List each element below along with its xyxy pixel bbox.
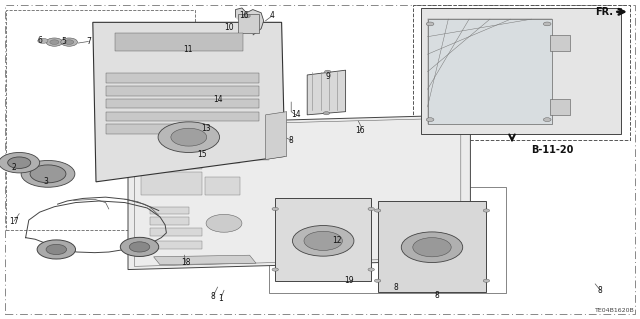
Polygon shape bbox=[93, 22, 285, 182]
Circle shape bbox=[30, 165, 66, 183]
Polygon shape bbox=[378, 201, 486, 292]
Circle shape bbox=[324, 70, 331, 73]
Bar bbox=[205, 177, 240, 195]
Text: 9: 9 bbox=[325, 72, 330, 81]
Bar bbox=[106, 99, 259, 108]
Circle shape bbox=[243, 14, 250, 18]
Bar bbox=[550, 35, 570, 51]
Bar bbox=[141, 172, 202, 195]
Polygon shape bbox=[128, 115, 470, 270]
Bar bbox=[413, 5, 630, 140]
Polygon shape bbox=[236, 8, 264, 35]
Circle shape bbox=[543, 118, 551, 122]
Circle shape bbox=[426, 22, 434, 26]
Text: 3: 3 bbox=[44, 177, 49, 186]
Text: 15: 15 bbox=[196, 150, 207, 159]
Circle shape bbox=[374, 209, 381, 212]
Circle shape bbox=[120, 237, 159, 256]
Text: 13: 13 bbox=[201, 124, 211, 133]
Circle shape bbox=[171, 128, 207, 146]
Bar bbox=[106, 112, 259, 121]
Bar bbox=[6, 10, 195, 230]
Circle shape bbox=[368, 268, 374, 271]
Circle shape bbox=[483, 279, 490, 282]
Circle shape bbox=[368, 207, 374, 211]
Text: 16: 16 bbox=[239, 11, 250, 20]
Circle shape bbox=[272, 268, 278, 271]
Circle shape bbox=[50, 40, 59, 44]
Text: 8: 8 bbox=[598, 286, 603, 295]
Circle shape bbox=[37, 240, 76, 259]
Circle shape bbox=[304, 231, 342, 250]
Text: 8: 8 bbox=[211, 292, 216, 300]
Text: 8: 8 bbox=[289, 136, 294, 145]
Bar bbox=[150, 228, 202, 236]
Circle shape bbox=[374, 279, 381, 282]
Text: 2: 2 bbox=[12, 163, 17, 172]
Circle shape bbox=[401, 232, 463, 263]
Circle shape bbox=[426, 118, 434, 122]
Bar bbox=[150, 207, 189, 214]
Circle shape bbox=[46, 38, 63, 46]
Circle shape bbox=[413, 238, 451, 257]
Bar bbox=[106, 124, 195, 134]
Bar bbox=[106, 73, 259, 83]
Bar bbox=[243, 150, 269, 160]
Text: 18: 18 bbox=[181, 258, 190, 267]
Bar bbox=[550, 99, 570, 115]
Text: B-11-20: B-11-20 bbox=[531, 145, 573, 155]
Polygon shape bbox=[307, 70, 346, 115]
Circle shape bbox=[483, 209, 490, 212]
Text: 11: 11 bbox=[183, 45, 192, 54]
Bar bbox=[150, 241, 202, 249]
Circle shape bbox=[272, 207, 278, 211]
Text: FR.: FR. bbox=[595, 7, 613, 17]
Text: 14: 14 bbox=[291, 110, 301, 119]
Text: 1: 1 bbox=[218, 294, 223, 303]
Text: 12: 12 bbox=[333, 236, 342, 245]
Circle shape bbox=[61, 38, 77, 46]
Circle shape bbox=[206, 214, 242, 232]
Text: 8: 8 bbox=[393, 283, 398, 292]
Text: 7: 7 bbox=[86, 37, 91, 46]
Polygon shape bbox=[421, 8, 621, 134]
Circle shape bbox=[158, 122, 220, 152]
Bar bbox=[205, 136, 240, 148]
Circle shape bbox=[65, 40, 74, 44]
Text: 6: 6 bbox=[38, 36, 43, 45]
Bar bbox=[205, 150, 240, 163]
Polygon shape bbox=[266, 112, 287, 160]
Circle shape bbox=[8, 157, 31, 168]
Bar bbox=[428, 19, 552, 124]
Bar bbox=[269, 187, 506, 293]
Bar bbox=[150, 217, 189, 225]
Bar bbox=[238, 14, 259, 33]
Bar bbox=[115, 33, 243, 51]
Text: 8: 8 bbox=[434, 291, 439, 300]
Polygon shape bbox=[275, 198, 371, 281]
Circle shape bbox=[46, 244, 67, 255]
Circle shape bbox=[0, 152, 40, 173]
Text: 4: 4 bbox=[269, 11, 275, 20]
Text: 17: 17 bbox=[9, 217, 19, 226]
Circle shape bbox=[543, 22, 551, 26]
Bar bbox=[141, 123, 202, 142]
Text: 5: 5 bbox=[61, 37, 67, 46]
Bar bbox=[106, 86, 259, 96]
Circle shape bbox=[21, 160, 75, 187]
Circle shape bbox=[292, 226, 354, 256]
Text: 16: 16 bbox=[355, 126, 365, 135]
Circle shape bbox=[323, 112, 330, 115]
Text: 10: 10 bbox=[224, 23, 234, 32]
Circle shape bbox=[38, 38, 48, 43]
Text: 19: 19 bbox=[344, 276, 354, 285]
Circle shape bbox=[129, 242, 150, 252]
Text: TE04B1620B: TE04B1620B bbox=[595, 308, 635, 313]
Polygon shape bbox=[154, 255, 256, 265]
Bar bbox=[141, 144, 202, 169]
Text: 14: 14 bbox=[212, 95, 223, 104]
